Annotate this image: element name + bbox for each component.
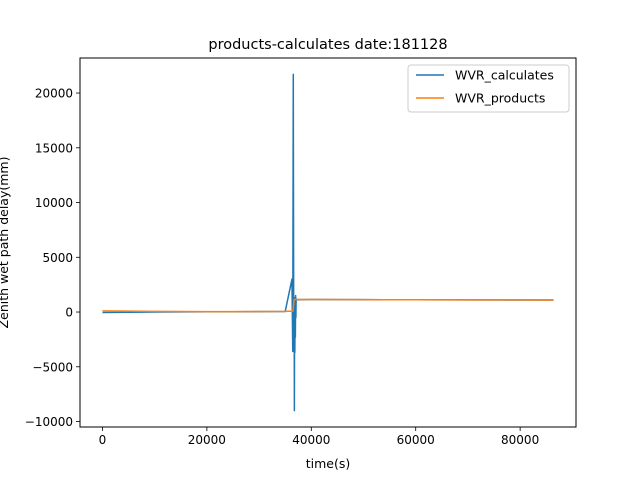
x-axis-ticks: 0 20000 40000 60000 80000: [99, 427, 539, 447]
plot-frame: [79, 57, 577, 428]
y-tick-label: 0: [65, 306, 73, 320]
y-tick-label: 15000: [35, 141, 73, 155]
x-tick-label: 40000: [292, 433, 330, 447]
series-line-0: [102, 73, 554, 412]
y-tick-label: −10000: [25, 415, 73, 429]
legend-label-products: WVR_products: [455, 91, 545, 106]
y-tick-label: 5000: [42, 251, 73, 265]
y-axis-label: Zenith wet path delay(mm): [0, 157, 11, 329]
x-tick-label: 20000: [188, 433, 226, 447]
y-tick-label: −5000: [32, 360, 73, 374]
x-tick-label: 80000: [501, 433, 539, 447]
legend-box: [407, 64, 570, 113]
chart-title: products-calculates date:181128: [208, 37, 447, 53]
x-axis-label: time(s): [306, 456, 351, 471]
series-line-1: [102, 298, 554, 313]
x-tick-label: 0: [99, 433, 107, 447]
y-tick-label: 10000: [35, 196, 73, 210]
x-tick-label: 60000: [397, 433, 435, 447]
y-tick-label: 20000: [35, 87, 73, 101]
y-axis-ticks: −10000 −5000 0 5000 10000 15000 20000: [25, 87, 80, 429]
legend-label-calculates: WVR_calculates: [455, 68, 554, 83]
plot-series: [102, 73, 554, 412]
legend: WVR_calculates WVR_products: [407, 64, 570, 113]
